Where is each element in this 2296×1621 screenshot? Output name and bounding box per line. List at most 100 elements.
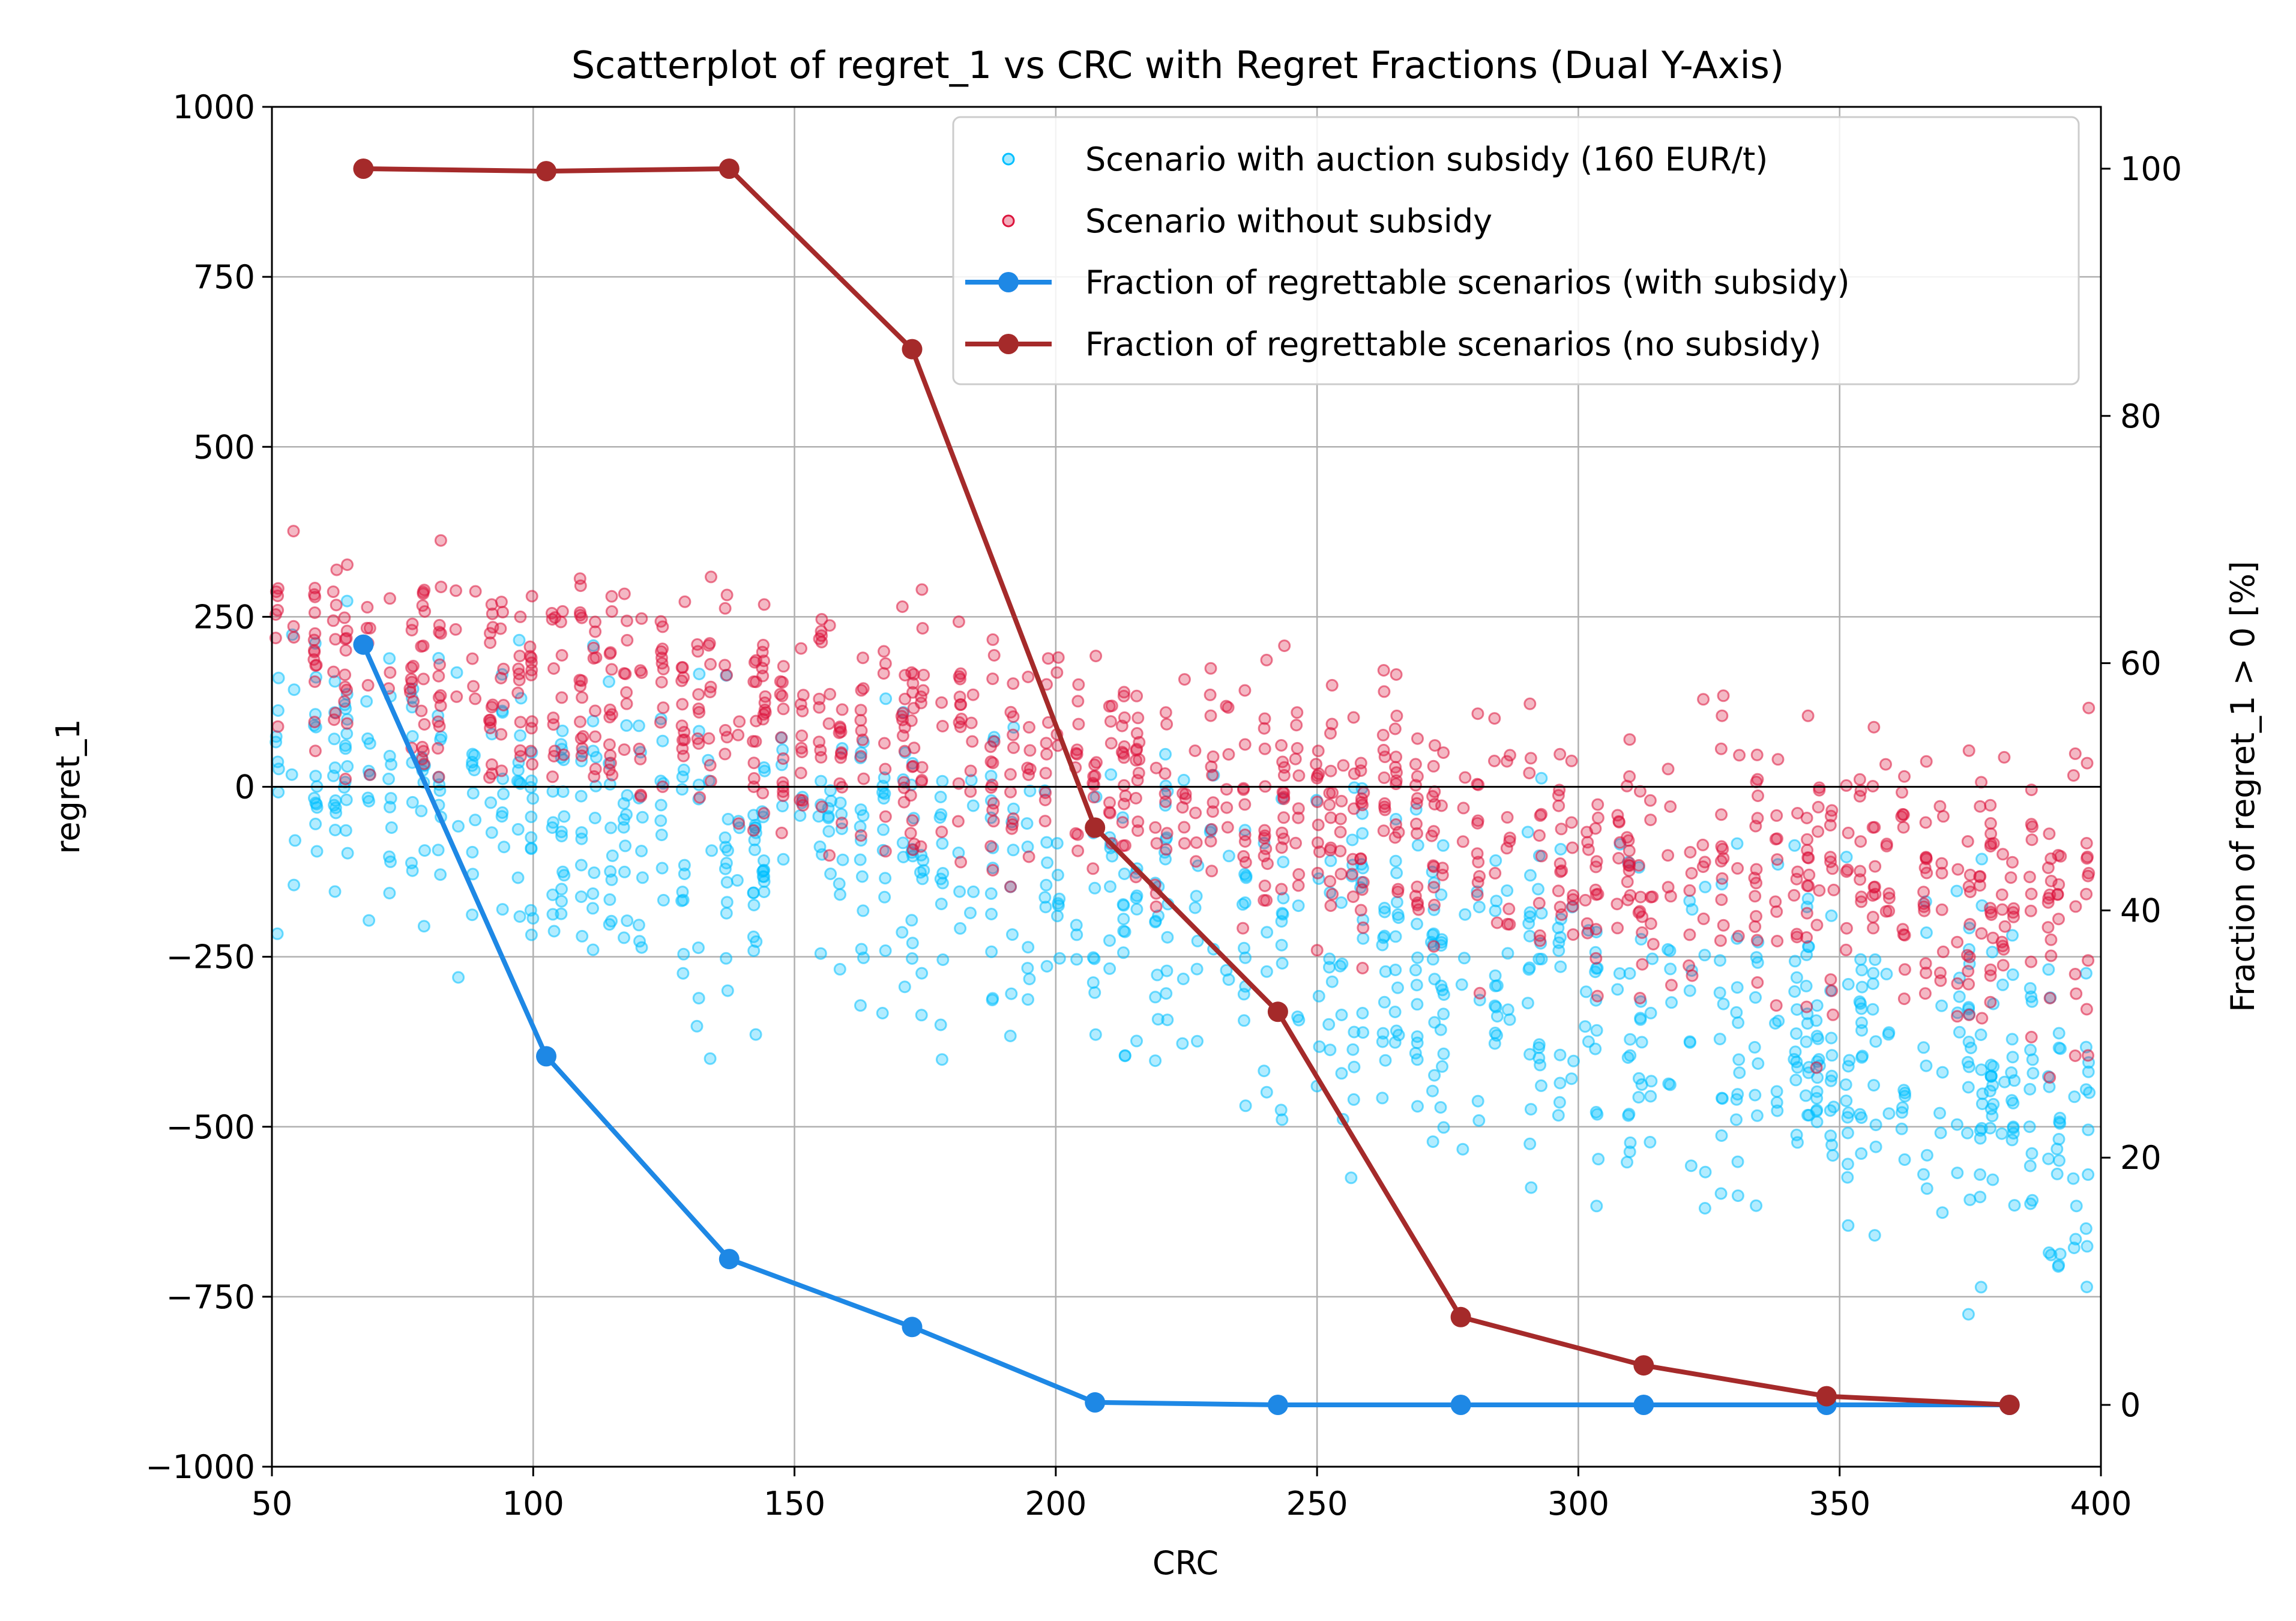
scatter-point	[966, 688, 980, 701]
scatter-point	[2023, 871, 2036, 884]
scatter-point	[1238, 738, 1252, 751]
scatter-point	[1898, 770, 1911, 783]
scatter-point	[855, 870, 869, 883]
scatter-point	[1488, 755, 1501, 767]
legend-marker-no-subsidy-line	[998, 334, 1019, 354]
scatter-point	[898, 980, 911, 994]
scatter-point	[967, 885, 980, 898]
scatter-point	[1436, 1060, 1448, 1073]
scatter-point	[1810, 1030, 1824, 1043]
scatter-point	[1731, 1189, 1744, 1203]
scatter-point	[1524, 1103, 1537, 1116]
scatter-point	[758, 764, 771, 777]
scatter-point	[576, 741, 589, 755]
scatter-point	[618, 931, 630, 944]
scatter-point	[327, 585, 340, 599]
scatter-point	[1611, 898, 1624, 911]
scatter-point	[1962, 1081, 1975, 1094]
scatter-point	[1379, 1054, 1392, 1067]
scatter-point	[1311, 769, 1324, 782]
scatter-point	[1149, 991, 1162, 1004]
scatter-point	[1663, 944, 1677, 958]
scatter-point	[1532, 1038, 1546, 1051]
scatter-point	[720, 876, 734, 889]
scatter-point	[935, 1053, 948, 1066]
scatter-point	[1749, 991, 1762, 1004]
scatter-point	[795, 746, 809, 758]
scatter-point	[1221, 821, 1234, 834]
scatter-point	[1986, 1079, 1999, 1092]
scatter-point	[1919, 957, 1932, 970]
scatter-point	[1963, 1193, 1977, 1206]
scatter-point	[656, 734, 669, 747]
scatter-point	[1801, 833, 1814, 846]
scatter-point	[1824, 819, 1837, 832]
scatter-point	[1770, 999, 1783, 1012]
scatter-point	[1842, 977, 1855, 991]
scatter-point	[693, 705, 706, 719]
scatter-point	[1854, 873, 1867, 886]
scatter-point	[1051, 910, 1064, 923]
scatter-point	[2023, 1120, 2036, 1133]
scatter-point	[1258, 742, 1271, 755]
scatter-point	[1751, 976, 1764, 989]
legend: Scenario with auction subsidy (160 EUR/t…	[952, 116, 2080, 385]
scatter-point	[360, 695, 373, 708]
scatter-point	[1007, 728, 1020, 741]
scatter-point	[1920, 1182, 1933, 1195]
scatter-point	[676, 967, 690, 980]
scatter-point	[1277, 856, 1290, 869]
scatter-point	[964, 764, 977, 777]
scatter-point	[1624, 1049, 1637, 1062]
scatter-point	[271, 927, 284, 940]
scatter-point	[1698, 1202, 1711, 1215]
scatter-point	[1714, 742, 1728, 755]
scatter-point	[936, 774, 949, 788]
scatter-point	[526, 792, 540, 805]
scatter-point	[1326, 887, 1339, 901]
scatter-point	[1071, 695, 1085, 708]
scatter-point	[1436, 983, 1449, 997]
scatter-point	[1825, 804, 1839, 817]
scatter-point	[1644, 1135, 1657, 1149]
y2-tick-label: 80	[2120, 397, 2162, 435]
scatter-point	[1843, 1054, 1856, 1067]
scatter-point	[1323, 798, 1336, 811]
scatter-point	[813, 692, 826, 705]
scatter-point	[327, 614, 340, 627]
scatter-point	[588, 812, 601, 824]
scatter-point	[467, 680, 480, 693]
scatter-point	[776, 800, 789, 813]
scatter-point	[1730, 1006, 1743, 1019]
scatter-point	[1962, 977, 1975, 991]
scatter-point	[1634, 1013, 1647, 1026]
scatter-point	[514, 729, 527, 742]
scatter-point	[2053, 1248, 2067, 1261]
scatter-point	[1750, 910, 1762, 923]
scatter-point	[1612, 852, 1626, 865]
scatter-point	[341, 760, 354, 773]
scatter-point	[1644, 917, 1657, 930]
scatter-point	[1749, 920, 1762, 933]
scatter-series-no-subsidy	[269, 525, 2096, 1084]
scatter-point	[1132, 767, 1145, 780]
scatter-point	[1489, 1001, 1502, 1013]
scatter-point	[634, 788, 647, 801]
scatter-point	[747, 772, 761, 785]
scatter-point	[1974, 1028, 1987, 1041]
scatter-point	[2024, 904, 2037, 917]
scatter-point	[1260, 965, 1273, 978]
scatter-point	[1355, 796, 1368, 809]
scatter-point	[1825, 1138, 1839, 1152]
scatter-point	[904, 789, 917, 802]
scatter-point	[586, 714, 600, 728]
scatter-point	[1634, 890, 1647, 904]
scatter-point	[1882, 887, 1896, 900]
scatter-point	[1176, 1037, 1189, 1050]
scatter-point	[340, 717, 354, 730]
scatter-point	[1533, 829, 1546, 842]
line-layer	[353, 158, 2020, 1415]
scatter-point	[338, 695, 351, 708]
scatter-point	[589, 625, 602, 638]
scatter-point	[1355, 792, 1368, 805]
